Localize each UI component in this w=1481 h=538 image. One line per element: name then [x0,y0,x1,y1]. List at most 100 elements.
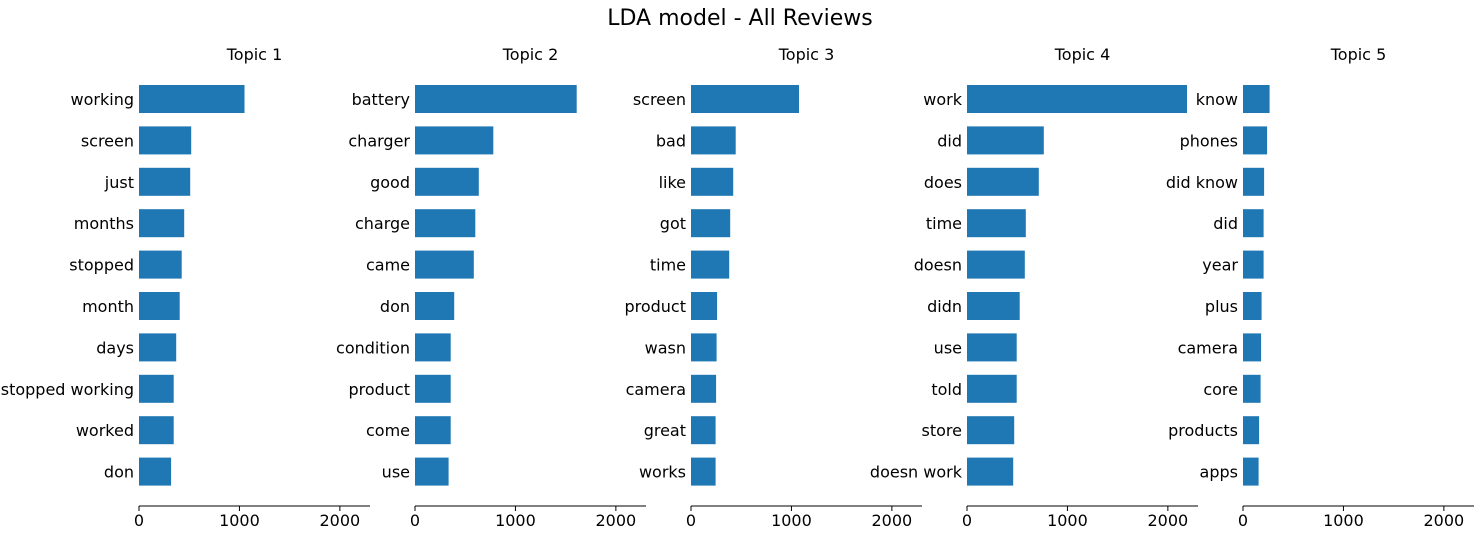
category-label: bad [656,131,686,150]
x-tick-label: 2000 [1148,511,1189,530]
category-label: months [74,214,134,233]
category-label: screen [81,131,134,150]
bar [691,85,799,113]
category-label: did know [1166,173,1238,192]
topic-panel-4: Topic 4 work did does time doesn didn use told st… [870,45,1198,530]
bar [691,416,716,445]
category-label: know [1196,90,1238,109]
panel-title: Topic 3 [778,45,835,64]
bar [967,85,1187,113]
bar [967,209,1026,238]
category-label: got [660,214,686,233]
x-tick-label: 1000 [1323,511,1364,530]
figure-title: LDA model - All Reviews [607,6,873,31]
bar [139,167,191,196]
category-label: camera [626,380,686,399]
bar [691,167,734,196]
x-tick-label: 0 [1238,511,1248,530]
bar [1243,85,1270,113]
bar [691,374,717,403]
x-tick-label: 0 [962,511,972,530]
bar [139,126,192,155]
category-label: use [382,463,410,482]
category-label: told [931,380,962,399]
category-label: days [96,338,134,357]
bar [415,85,577,113]
topic-panel-2: Topic 2 battery charger good charge came don co… [336,45,646,530]
bar [1243,250,1264,279]
x-tick-label: 0 [410,511,420,530]
category-label: plus [1205,297,1238,316]
category-label: does [924,173,962,192]
category-label: year [1202,256,1238,275]
bar [967,292,1020,320]
x-tick-label: 2000 [1424,511,1465,530]
x-tick-label: 2000 [872,511,913,530]
bar [1243,126,1268,155]
bar [691,292,718,320]
bar [1243,457,1259,486]
bar [415,333,451,362]
category-label: came [366,256,410,275]
bar [415,416,451,445]
x-tick-label: 1000 [771,511,812,530]
bar [415,374,451,403]
bar [967,374,1017,403]
category-label: just [104,173,134,192]
x-tick-label: 1000 [1047,511,1088,530]
topic-panels: Topic 1 working screen just months stopped mon… [1,45,1474,530]
bar [967,457,1014,486]
bar [415,209,476,238]
topic-panel-5: Topic 5 know phones did know did year plus came… [1166,45,1474,530]
bar [1243,333,1262,362]
panel-title: Topic 4 [1054,45,1111,64]
category-label: did [937,131,962,150]
bar [691,333,717,362]
bar [967,126,1044,155]
bar [967,416,1015,445]
category-label: wasn [645,338,686,357]
bar [691,250,730,279]
category-label: stopped working [1,380,134,399]
bar [139,374,174,403]
category-label: product [624,297,686,316]
bar [967,167,1039,196]
category-label: charge [355,214,410,233]
category-label: time [650,256,686,275]
category-label: work [923,90,962,109]
category-label: product [348,380,410,399]
bar [415,167,479,196]
category-label: use [934,338,962,357]
category-label: great [644,421,686,440]
bar [139,292,180,320]
x-tick-label: 0 [134,511,144,530]
x-tick-label: 2000 [320,511,361,530]
category-label: month [82,297,134,316]
category-label: screen [633,90,686,109]
panel-title: Topic 1 [226,45,283,64]
category-label: apps [1200,463,1238,482]
bar [415,250,474,279]
bar [415,292,455,320]
panel-title: Topic 5 [1330,45,1387,64]
category-label: battery [352,90,410,109]
category-label: core [1203,380,1238,399]
bar [139,416,174,445]
category-label: good [370,173,410,192]
x-tick-label: 2000 [596,511,637,530]
x-tick-label: 0 [686,511,696,530]
category-label: doesn work [870,463,963,482]
category-label: camera [1178,338,1238,357]
bar [691,209,731,238]
topic-panel-3: Topic 3 screen bad like got time product wasn ca… [624,45,922,530]
bar [1243,167,1265,196]
category-label: did [1213,214,1238,233]
category-label: come [366,421,410,440]
bar [415,457,449,486]
category-label: phones [1180,131,1238,150]
category-label: stopped [69,256,134,275]
category-label: like [659,173,686,192]
bar [139,333,177,362]
category-label: didn [927,297,962,316]
category-label: doesn [914,256,962,275]
